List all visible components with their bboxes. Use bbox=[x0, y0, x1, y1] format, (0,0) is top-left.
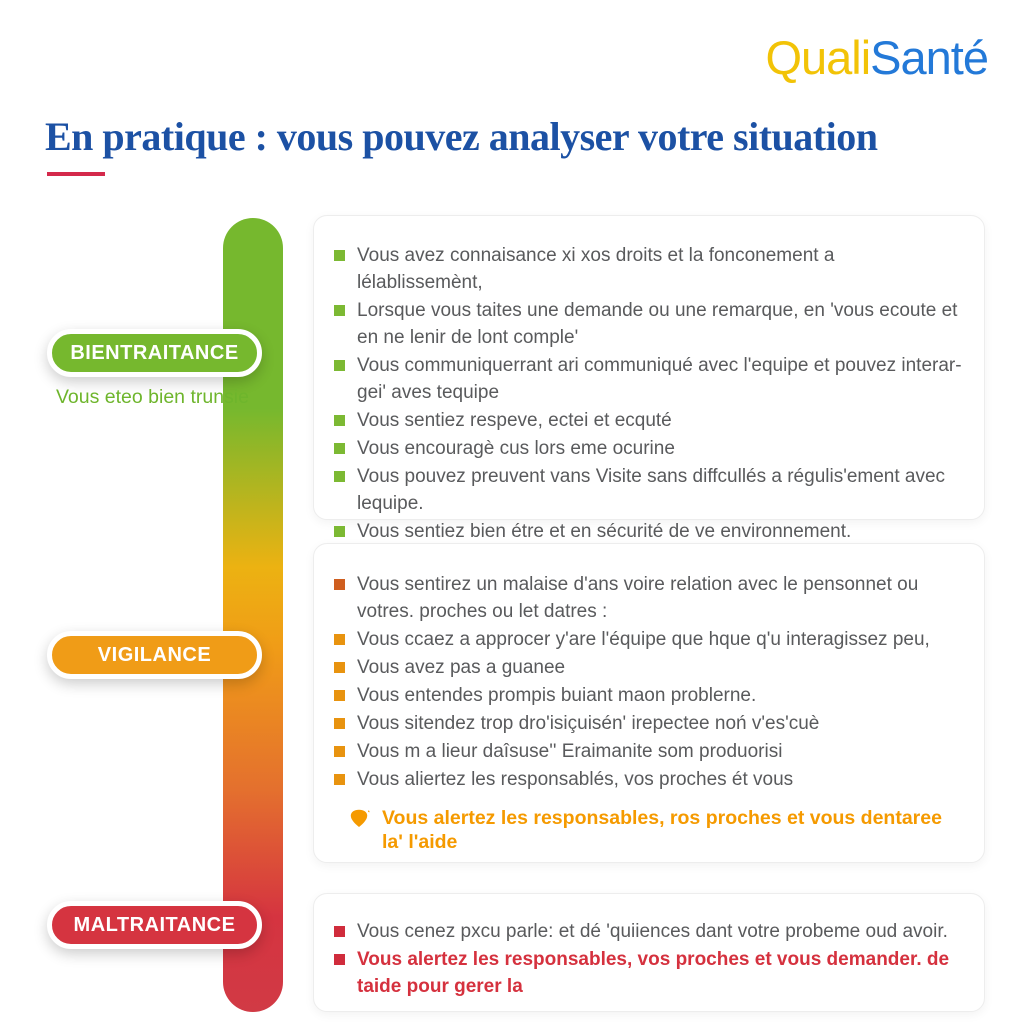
bullet-square-icon bbox=[334, 305, 345, 316]
level-pill-vigilance-label: VIGILANCE bbox=[97, 643, 212, 666]
list-item: Vous encouragè cus lors eme ocurine bbox=[334, 435, 962, 462]
bullet-square-icon bbox=[334, 471, 345, 482]
vigilance-card: Vous sentirez un malaise d'ans voire rel… bbox=[313, 543, 985, 863]
brand-logo-part1: Quali bbox=[765, 31, 871, 84]
level-pill-maltraitance: MALTRAITANCE bbox=[47, 901, 262, 949]
list-item: Vous pouvez preuvent vans Visite sans di… bbox=[334, 463, 962, 517]
bullet-square-icon bbox=[334, 662, 345, 673]
list-item-text: Vous avez connaisance xi xos droits et l… bbox=[357, 245, 835, 293]
maltraitance-card: Vous cenez pxcu parle: et dé 'quiiences … bbox=[313, 893, 985, 1012]
list-item: Vous sentiez bien étre et en sécurité de… bbox=[334, 518, 962, 545]
list-item: Vous communiquerrant ari communiqué avec… bbox=[334, 352, 962, 406]
list-item: Vous entendes prompis buiant maon proble… bbox=[334, 682, 962, 709]
list-item-text: Vous communiquerrant ari communiqué avec… bbox=[357, 355, 962, 403]
list-item: Vous avez connaisance xi xos droits et l… bbox=[334, 242, 962, 296]
level-pill-vigilance: VIGILANCE bbox=[47, 631, 262, 679]
vigilance-alert-text: Vous alertez les responsables, ros proch… bbox=[382, 807, 942, 853]
list-item: Vous avez pas a guanee bbox=[334, 654, 962, 681]
bullet-square-icon bbox=[334, 250, 345, 261]
list-item: Vous sentirez un malaise d'ans voire rel… bbox=[334, 571, 962, 625]
list-item-text: Vous sitendez trop dro'isiçuisén' irepec… bbox=[357, 713, 820, 734]
bullet-square-icon bbox=[334, 579, 345, 590]
level-pill-bientraitance-label: BIENTRAITANCE bbox=[70, 341, 239, 364]
vigilance-list: Vous sentirez un malaise d'ans voire rel… bbox=[334, 571, 962, 793]
bullet-square-icon bbox=[334, 634, 345, 645]
list-item-text: Vous cenez pxcu parle: et dé 'quiiences … bbox=[357, 921, 948, 942]
bullet-square-icon bbox=[334, 415, 345, 426]
list-item: Vous sentiez respeve, ectei et ecquté bbox=[334, 407, 962, 434]
list-item: Vous aliertez les responsablés, vos proc… bbox=[334, 766, 962, 793]
list-item-text: Vous aliertez les responsablés, vos proc… bbox=[357, 769, 794, 790]
vigilance-alert-highlight: Vous alertez les responsables, ros proch… bbox=[348, 806, 962, 854]
list-item-text: Vous sentirez un malaise d'ans voire rel… bbox=[357, 574, 919, 622]
brand-logo-part2: Santé bbox=[870, 31, 989, 84]
list-item: Vous m a lieur daîsuse'' Eraimanite som … bbox=[334, 738, 962, 765]
list-item-text: Vous avez pas a guanee bbox=[357, 657, 566, 678]
list-item-text: Vous pouvez preuvent vans Visite sans di… bbox=[357, 466, 946, 514]
bullet-square-icon bbox=[334, 746, 345, 757]
bullet-square-icon bbox=[334, 443, 345, 454]
bientraitance-list: Vous avez connaisance xi xos droits et l… bbox=[334, 242, 962, 545]
level-subtitle-bientraitance: Vous eteo bien trunsie bbox=[56, 386, 249, 408]
list-item-text: Vous encouragè cus lors eme ocurine bbox=[357, 438, 675, 459]
list-item-text: Vous sentiez bien étre et en sécurité de… bbox=[357, 521, 852, 542]
bullet-square-icon bbox=[334, 360, 345, 371]
alert-hand-icon bbox=[348, 807, 372, 854]
maltraitance-list: Vous cenez pxcu parle: et dé 'quiiences … bbox=[334, 918, 962, 1000]
list-item-text: Vous ccaez a approcer y'are l'équipe que… bbox=[357, 629, 930, 650]
bullet-square-icon bbox=[334, 954, 345, 965]
title-underline bbox=[47, 172, 105, 176]
level-pill-bientraitance: BIENTRAITANCE bbox=[47, 329, 262, 377]
brand-logo: QualiSanté bbox=[765, 31, 989, 84]
list-item: Lorsque vous taites une demande ou une r… bbox=[334, 297, 962, 351]
bullet-square-icon bbox=[334, 690, 345, 701]
bullet-square-icon bbox=[334, 718, 345, 729]
page-title: En pratique : vous pouvez analyser votre… bbox=[45, 114, 878, 159]
list-item-text: Vous entendes prompis buiant maon proble… bbox=[357, 685, 757, 706]
bullet-square-icon bbox=[334, 526, 345, 537]
list-item-alert: Vous alertez les responsables, vos proch… bbox=[334, 946, 962, 1000]
list-item-text: Lorsque vous taites une demande ou une r… bbox=[357, 300, 958, 348]
bientraitance-card: Vous avez connaisance xi xos droits et l… bbox=[313, 215, 985, 542]
list-item: Vous ccaez a approcer y'are l'équipe que… bbox=[334, 626, 962, 653]
list-item-text: Vous sentiez respeve, ectei et ecquté bbox=[357, 410, 672, 431]
level-pill-maltraitance-label: MALTRAITANCE bbox=[73, 913, 236, 936]
maltraitance-alert-text: Vous alertez les responsables, vos proch… bbox=[357, 949, 950, 997]
bullet-square-icon bbox=[334, 926, 345, 937]
list-item: Vous cenez pxcu parle: et dé 'quiiences … bbox=[334, 918, 962, 945]
list-item: Vous sitendez trop dro'isiçuisén' irepec… bbox=[334, 710, 962, 737]
bullet-square-icon bbox=[334, 774, 345, 785]
list-item-text: Vous m a lieur daîsuse'' Eraimanite som … bbox=[357, 741, 783, 762]
